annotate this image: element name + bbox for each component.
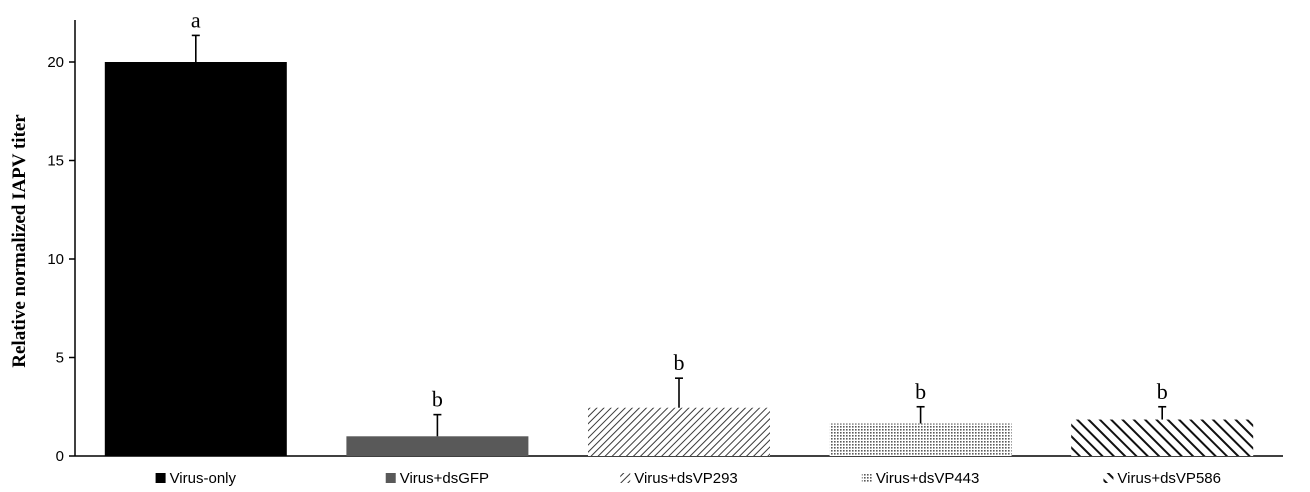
bar-virus-dsvp443 [829, 423, 1012, 456]
legend-swatch [155, 473, 166, 483]
x-axis-labels: Virus-only Virus+dsGFP Virus+dsVP293 Virus+… [155, 470, 1221, 487]
bar-virus-dsvp293 [588, 407, 770, 456]
significance-label: b [432, 387, 443, 412]
x-tick-label: Virus+dsGFP [400, 470, 489, 487]
bar-virus-only [104, 62, 287, 456]
significance-label: a [191, 7, 201, 32]
significance-label: b [915, 379, 926, 404]
significance-label: b [674, 350, 685, 375]
y-axis-title: Relative normalized IAPV titer [9, 114, 30, 368]
legend-swatch [1103, 473, 1114, 483]
x-tick-label: Virus+dsVP443 [876, 470, 980, 487]
y-tick-label: 10 [47, 251, 64, 268]
x-tick-label: Virus+dsVP586 [1117, 470, 1221, 487]
significance-label: b [1157, 379, 1168, 404]
y-tick-label: 20 [47, 54, 64, 71]
legend-swatch [861, 473, 872, 483]
bar-virus-dsvp586 [1071, 419, 1254, 456]
x-tick-label: Virus-only [170, 470, 237, 487]
legend-swatch [385, 473, 396, 483]
bars: a b b b b [104, 7, 1254, 456]
legend-swatch [620, 473, 631, 483]
y-tick-label: 0 [56, 448, 64, 465]
y-tick-label: 15 [47, 153, 64, 170]
x-tick-label: Virus+dsVP293 [634, 470, 738, 487]
y-tick-label: 5 [56, 350, 64, 367]
bar-virus-dsgfp [346, 436, 529, 456]
